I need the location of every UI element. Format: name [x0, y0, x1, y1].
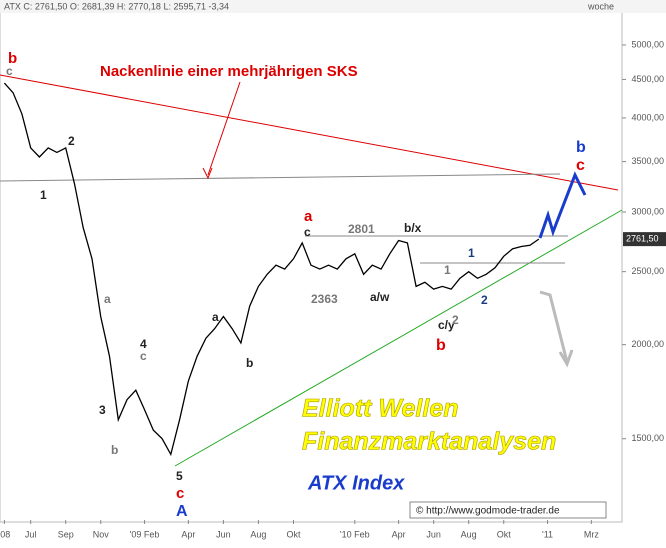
label: 1 — [468, 246, 475, 260]
index-name: ATX Index — [307, 472, 405, 494]
label: b — [576, 139, 586, 156]
y-tick-label: 3500,00 — [631, 156, 664, 166]
y-tick-label: 5000,00 — [631, 39, 664, 49]
label: 3 — [99, 403, 106, 417]
label: 2 — [68, 134, 75, 148]
header: ATX C: 2761,50 O: 2681,39 H: 2770,18 L: … — [4, 1, 229, 11]
label: 2801 — [348, 222, 375, 236]
label: c — [304, 225, 311, 239]
x-tick-label: Jun — [216, 529, 231, 539]
label: 5 — [176, 469, 183, 483]
neckline — [0, 74, 619, 191]
x-tick-label: Sep — [58, 529, 74, 539]
plot-area — [0, 0, 623, 523]
label: b/x — [404, 221, 422, 235]
source-box — [409, 501, 607, 519]
label: a — [304, 208, 313, 225]
y-tick-label: 4000,00 — [631, 112, 664, 122]
x-tick-label: Okt — [286, 529, 301, 539]
header-bar — [0, 0, 666, 13]
x-tick-label: Aug — [461, 529, 477, 539]
label: b — [436, 337, 446, 354]
price-marker-box — [623, 232, 666, 247]
label: c/y — [438, 318, 455, 332]
label: 2 — [481, 293, 488, 307]
x-tick-label: Jul — [25, 529, 37, 539]
brand-line: Elliott Wellen — [302, 395, 459, 423]
y-tick-label: 1500,00 — [631, 433, 664, 443]
label: 1 — [40, 188, 47, 202]
x-tick-label: Nov — [93, 529, 110, 539]
x-tick-label: Jun — [426, 529, 441, 539]
x-tick-label: Aug — [250, 529, 266, 539]
x-tick-label: '11 — [542, 529, 553, 539]
label: b — [111, 443, 118, 457]
x-tick-label: Okt — [497, 529, 512, 539]
label: b — [246, 356, 253, 370]
x-tick-label: '08 — [0, 529, 10, 539]
x-tick-label: Apr — [181, 529, 195, 539]
support-line — [174, 209, 623, 467]
brand-line: Finanzmarktanalysen — [302, 428, 556, 456]
label: b — [8, 50, 17, 67]
projection — [538, 171, 587, 239]
label: 2 — [452, 313, 459, 327]
horizontal-line — [0, 173, 561, 182]
period: woche — [587, 1, 614, 11]
pointer — [207, 81, 241, 176]
price-marker: 2761,50 — [626, 233, 659, 243]
y-tick-label: 2000,00 — [631, 339, 664, 349]
source: © http://www.godmode-trader.de — [416, 506, 560, 517]
x-tick-label: '09 Feb — [130, 529, 160, 539]
label: a — [104, 292, 111, 306]
label: 2363 — [311, 292, 338, 306]
label: 1 — [444, 263, 451, 277]
chart-title: Nackenlinie einer mehrjährigen SKS — [100, 63, 358, 80]
projection-alt — [539, 290, 574, 368]
x-tick-label: Apr — [392, 529, 406, 539]
label: c — [176, 485, 184, 502]
y-tick-label: 4500,00 — [631, 74, 664, 84]
y-tick-label: 2500,00 — [631, 266, 664, 276]
x-tick-label: '10 Feb — [340, 529, 370, 539]
label: A — [176, 503, 188, 520]
label: c — [140, 349, 147, 363]
x-tick-label: Mrz — [584, 529, 599, 539]
label: c — [576, 157, 585, 174]
label: 4 — [140, 337, 147, 351]
label: a/w — [370, 290, 390, 304]
annotations: b c 1 2 a 3 b 4 c 5 c A a b a c 2801 236… — [6, 50, 607, 520]
arrow-head — [202, 167, 213, 180]
y-tick-label: 3000,00 — [631, 206, 664, 216]
label: a — [212, 310, 219, 324]
label: c — [6, 64, 13, 78]
price-line — [3, 82, 540, 457]
